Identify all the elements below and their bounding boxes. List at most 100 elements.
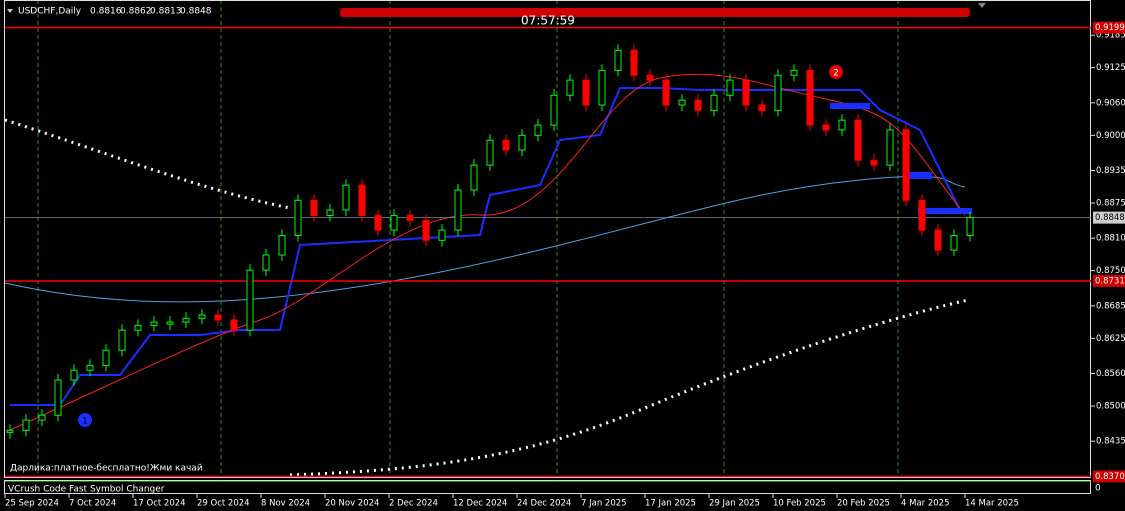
level-tag xyxy=(1093,274,1125,287)
x-tick-label: 10 Feb 2025 xyxy=(773,499,826,509)
y-tick-label: 0.8810 xyxy=(1096,234,1125,244)
candle xyxy=(742,79,750,106)
subwindow-title: VCrush Code Fast Symbol Changer xyxy=(8,485,165,495)
candle xyxy=(166,321,174,325)
y-tick-label: 0.8435 xyxy=(1096,437,1125,447)
x-tick-label: 17 Jan 2025 xyxy=(645,499,696,509)
progress-bar xyxy=(340,8,970,17)
candle xyxy=(422,219,430,241)
candle xyxy=(54,379,62,416)
subwindow-frame xyxy=(4,480,1091,494)
y-tick-label: 0.8875 xyxy=(1096,199,1125,209)
ohlc-value: 0.8816 xyxy=(90,7,122,17)
candle xyxy=(342,184,350,211)
candle xyxy=(934,229,942,251)
x-tick-label: 4 Mar 2025 xyxy=(901,499,949,509)
candle xyxy=(134,324,142,331)
zone xyxy=(830,103,870,109)
signal-marker xyxy=(78,413,92,427)
level-tag xyxy=(1093,470,1125,483)
x-tick-label: 20 Nov 2024 xyxy=(325,499,379,509)
y-tick-label: 0.9060 xyxy=(1096,98,1125,108)
candle xyxy=(630,49,638,76)
y-tick-label: 0.9185 xyxy=(1096,31,1125,41)
candle xyxy=(726,79,734,96)
candle xyxy=(614,49,622,71)
candle xyxy=(678,99,686,106)
x-tick-label: 12 Dec 2024 xyxy=(453,499,507,509)
candle xyxy=(326,209,334,216)
ohlc-value: 0.8862 xyxy=(120,7,152,17)
candle xyxy=(118,329,126,351)
candle xyxy=(150,321,158,326)
zone xyxy=(918,208,972,214)
y-tick-label: 0.8625 xyxy=(1096,334,1125,344)
candle xyxy=(38,414,46,421)
candle xyxy=(262,254,270,271)
candle xyxy=(806,69,814,126)
level-tag xyxy=(1093,21,1125,34)
x-tick-label: 14 Mar 2025 xyxy=(965,499,1019,509)
candle xyxy=(966,217,974,236)
marker-label: 2 xyxy=(833,69,839,79)
ohlc-value: 0.8813 xyxy=(150,7,182,17)
candle xyxy=(758,104,766,111)
y-tick-label: 0.9000 xyxy=(1096,131,1125,141)
level-label: 0.8731 xyxy=(1095,276,1125,286)
candle xyxy=(902,129,910,201)
promo-text: Дарлика:платное-бесплатно!Жми качай xyxy=(10,464,203,474)
x-tick-label: 7 Jan 2025 xyxy=(581,499,627,509)
zone xyxy=(905,172,932,179)
candle xyxy=(790,69,798,76)
marker-label: 1 xyxy=(82,417,88,427)
candle xyxy=(534,124,542,136)
candle xyxy=(502,139,510,151)
candle xyxy=(470,164,478,191)
y-tick-label: 0.8935 xyxy=(1096,166,1125,176)
candle xyxy=(278,234,286,256)
candle xyxy=(870,159,878,166)
x-tick-label: 25 Sep 2024 xyxy=(5,499,59,509)
x-tick-label: 24 Dec 2024 xyxy=(517,499,571,509)
subwindow-scale: 0 xyxy=(1095,484,1101,494)
candle xyxy=(214,314,222,321)
candle xyxy=(518,134,526,151)
x-tick-label: 29 Jan 2025 xyxy=(709,499,760,509)
level-tag xyxy=(1093,211,1125,224)
candle xyxy=(70,369,78,381)
candle xyxy=(310,199,318,216)
plot-frame xyxy=(4,0,1091,478)
x-tick-label: 17 Oct 2024 xyxy=(133,499,186,509)
candle xyxy=(694,99,702,111)
dropdown-arrow[interactable] xyxy=(978,3,986,8)
signal-marker xyxy=(829,65,843,79)
y-tick-label: 0.8750 xyxy=(1096,266,1125,276)
y-tick-label: 0.9125 xyxy=(1096,63,1125,73)
symbol: USDCHF,Daily xyxy=(18,7,82,17)
y-tick-label: 0.8560 xyxy=(1096,369,1125,379)
moving-average xyxy=(4,175,966,303)
ohlc-value: 0.8848 xyxy=(180,7,212,17)
clock: 07:57:59 xyxy=(521,14,575,28)
candle xyxy=(710,94,718,111)
candle xyxy=(598,69,606,106)
candle xyxy=(822,124,830,131)
candle xyxy=(358,184,366,216)
candle xyxy=(182,317,190,323)
candle xyxy=(294,199,302,236)
menu-arrow[interactable] xyxy=(7,9,13,13)
candle xyxy=(438,229,446,241)
x-tick-label: 8 Nov 2024 xyxy=(261,499,310,509)
candle xyxy=(854,119,862,161)
candle xyxy=(86,364,94,371)
candle xyxy=(918,199,926,231)
candle xyxy=(374,214,382,231)
y-tick-label: 0.8500 xyxy=(1096,402,1125,412)
candle xyxy=(454,189,462,231)
candle xyxy=(566,79,574,96)
candle xyxy=(390,214,398,231)
parabolic-lower xyxy=(289,298,969,477)
candle xyxy=(198,314,206,319)
